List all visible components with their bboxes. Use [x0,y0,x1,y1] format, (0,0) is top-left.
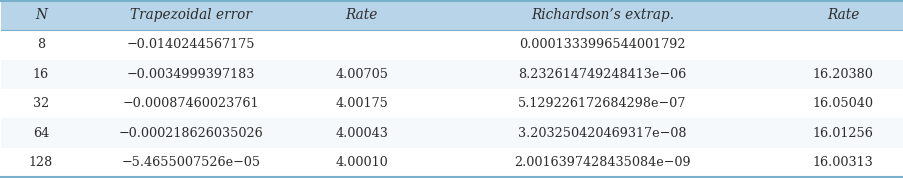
Text: 4.00043: 4.00043 [335,127,387,140]
Bar [1,60,902,89]
Text: Richardson’s extrap.: Richardson’s extrap. [530,8,674,22]
Text: 16: 16 [33,68,49,81]
Text: N: N [35,8,47,22]
Text: 16.20380: 16.20380 [812,68,872,81]
Text: 3.203250420469317e−08: 3.203250420469317e−08 [517,127,686,140]
Text: −5.4655007526e−05: −5.4655007526e−05 [122,156,261,169]
Text: 16.05040: 16.05040 [812,97,872,110]
Text: 8: 8 [37,38,45,51]
Text: −0.0140244567175: −0.0140244567175 [126,38,256,51]
Text: 2.0016397428435084e−09: 2.0016397428435084e−09 [514,156,690,169]
Text: 0.0001333996544001792: 0.0001333996544001792 [518,38,685,51]
Text: −0.000218626035026: −0.000218626035026 [118,127,264,140]
Text: Rate: Rate [345,8,377,22]
Text: −0.00087460023761: −0.00087460023761 [123,97,259,110]
Text: 5.129226172684298e−07: 5.129226172684298e−07 [517,97,686,110]
Bar [1,1,902,30]
Text: 64: 64 [33,127,49,140]
Text: 8.232614749248413e−06: 8.232614749248413e−06 [517,68,685,81]
Bar [1,148,902,177]
Bar [1,118,902,148]
Text: Rate: Rate [826,8,859,22]
Text: 4.00705: 4.00705 [335,68,387,81]
Text: 32: 32 [33,97,49,110]
Text: 4.00010: 4.00010 [335,156,387,169]
Text: 4.00175: 4.00175 [335,97,387,110]
Text: 128: 128 [29,156,53,169]
Bar [1,89,902,118]
Text: Trapezoidal error: Trapezoidal error [130,8,252,22]
Text: −0.0034999397183: −0.0034999397183 [127,68,256,81]
Text: 16.00313: 16.00313 [812,156,872,169]
Text: 16.01256: 16.01256 [812,127,872,140]
Bar [1,30,902,60]
